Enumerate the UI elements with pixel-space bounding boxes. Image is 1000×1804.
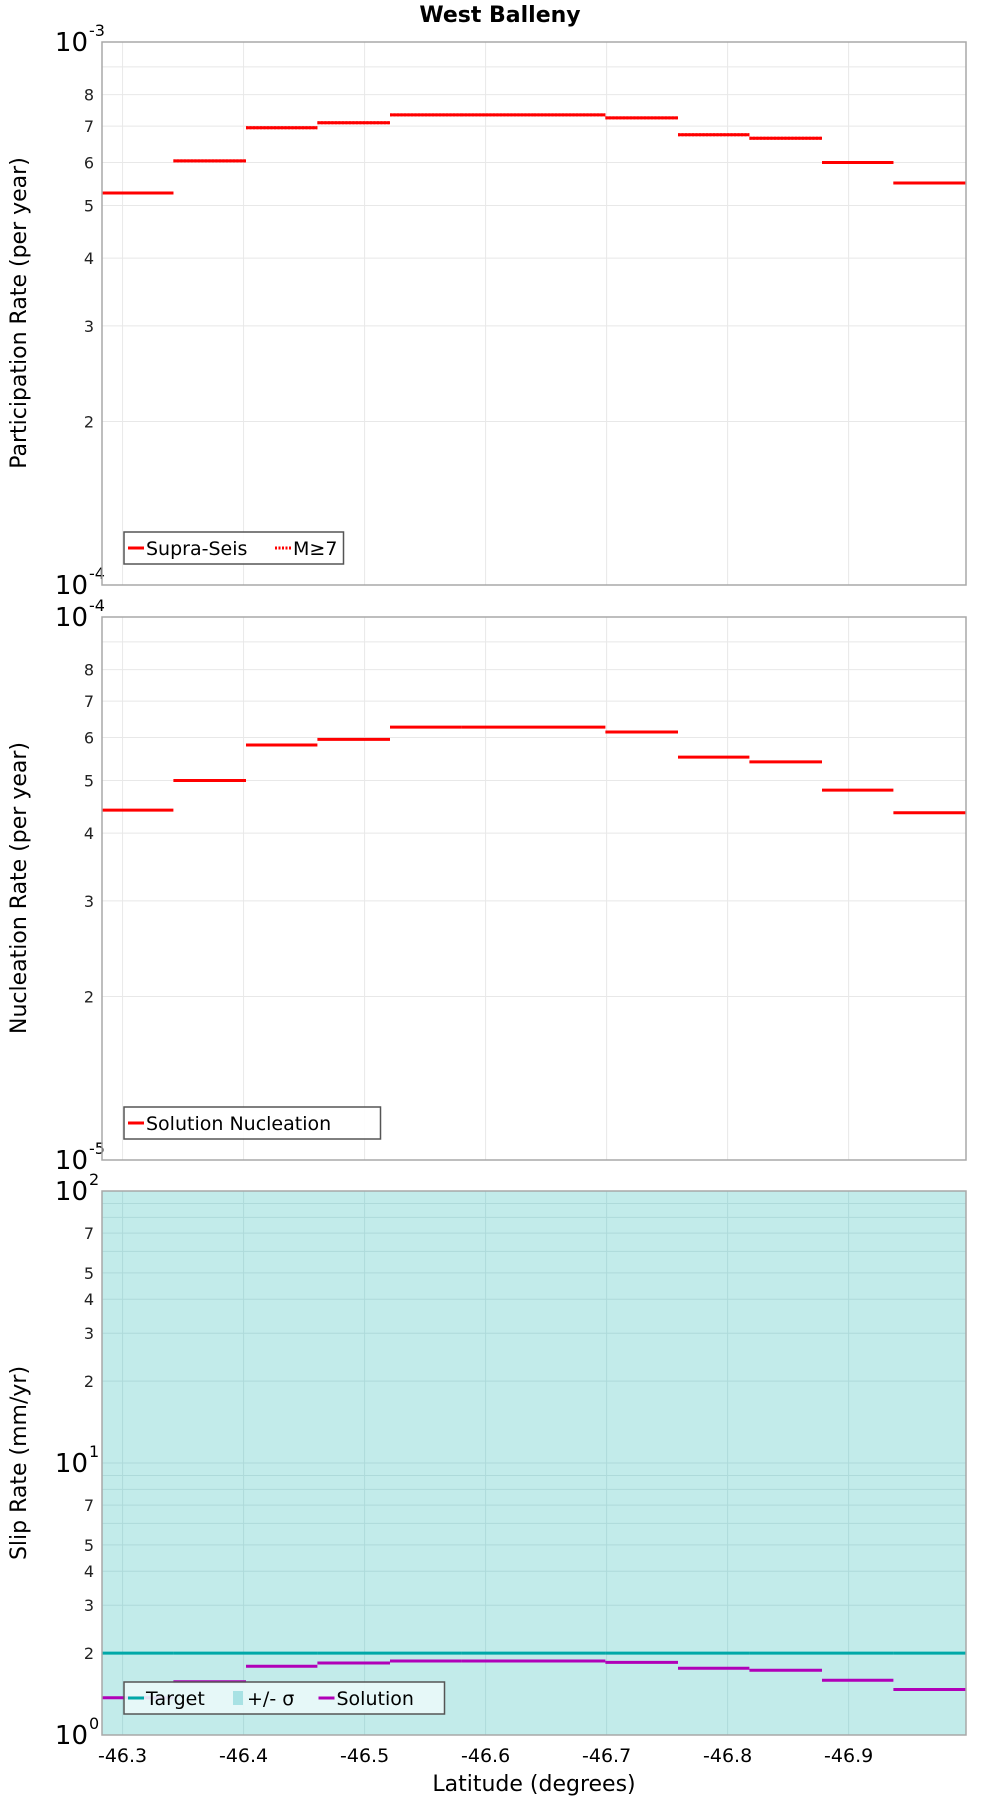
y-axis-label: Participation Rate (per year) <box>7 157 32 469</box>
legend-label: Solution <box>337 1688 414 1710</box>
x-tick-label: -46.4 <box>219 1745 268 1767</box>
y-tick-minor: 2 <box>84 413 94 432</box>
y-tick-minor: 3 <box>84 892 94 911</box>
y-tick-minor: 4 <box>84 824 94 843</box>
y-tick-exponent: 0 <box>89 1714 99 1733</box>
x-tick-label: -46.5 <box>340 1745 389 1767</box>
x-tick-label: -46.8 <box>703 1745 752 1767</box>
x-tick-label: -46.9 <box>824 1745 873 1767</box>
y-tick-minor: 6 <box>84 153 94 172</box>
y-axis-label: Nucleation Rate (per year) <box>7 742 32 1034</box>
y-tick-minor: 4 <box>84 1290 94 1309</box>
legend-label: Target <box>145 1688 205 1710</box>
y-tick-minor: 5 <box>84 1536 94 1555</box>
y-tick-exponent: -5 <box>89 1139 105 1158</box>
x-tick-label: -46.3 <box>98 1745 147 1767</box>
y-tick-exponent: -4 <box>89 564 105 583</box>
y-tick-minor: 8 <box>84 86 94 105</box>
legend-swatch-sigma <box>233 1691 243 1705</box>
y-tick-minor: 2 <box>84 1644 94 1663</box>
y-tick-minor: 4 <box>84 249 94 268</box>
y-tick-major: 10 <box>55 28 88 58</box>
chart-title: West Balleny <box>419 3 580 28</box>
legend: Solution Nucleation <box>123 1106 382 1140</box>
y-tick-minor: 7 <box>84 1224 94 1243</box>
y-tick-major: 10 <box>55 1146 88 1176</box>
y-tick-minor: 6 <box>84 728 94 747</box>
y-tick-major: 10 <box>55 1721 88 1751</box>
legend-box <box>123 531 345 565</box>
y-tick-exponent: -4 <box>89 596 105 615</box>
y-tick-minor: 3 <box>84 317 94 336</box>
legend: Supra-Seis M≥7 <box>123 531 345 565</box>
y-tick-minor: 7 <box>84 117 94 136</box>
legend-box <box>123 1106 382 1140</box>
x-axis-label: Latitude (degrees) <box>432 1772 635 1797</box>
legend-box <box>123 1681 446 1715</box>
y-tick-minor: 7 <box>84 692 94 711</box>
y-axis-label: Slip Rate (mm/yr) <box>7 1366 32 1560</box>
y-tick-exponent: 2 <box>89 1170 99 1189</box>
y-tick-minor: 3 <box>84 1324 94 1343</box>
legend-label: Solution Nucleation <box>146 1113 331 1135</box>
y-tick-minor: 7 <box>84 1496 94 1515</box>
y-tick-major: 10 <box>55 1449 88 1479</box>
y-tick-minor: 3 <box>84 1596 94 1615</box>
plot-frame <box>101 41 967 586</box>
x-tick-label: -46.7 <box>582 1745 631 1767</box>
x-tick-label: -46.6 <box>461 1745 510 1767</box>
plot-area <box>102 617 966 1160</box>
y-tick-minor: 5 <box>84 771 94 790</box>
legend-label: Supra-Seis <box>146 538 247 560</box>
y-tick-exponent: 1 <box>89 1442 99 1461</box>
legend-label: +/- σ <box>247 1688 294 1710</box>
legend-label: M≥7 <box>293 538 337 560</box>
y-tick-minor: 5 <box>84 196 94 215</box>
y-tick-minor: 4 <box>84 1562 94 1581</box>
y-tick-minor: 2 <box>84 988 94 1007</box>
y-tick-major: 10 <box>55 1177 88 1207</box>
y-tick-exponent: -3 <box>89 21 105 40</box>
plot-frame <box>101 616 967 1161</box>
y-tick-minor: 2 <box>84 1372 94 1391</box>
plot-frame <box>101 1190 967 1736</box>
y-tick-major: 10 <box>55 571 88 601</box>
y-tick-minor: 5 <box>84 1264 94 1283</box>
y-tick-minor: 8 <box>84 661 94 680</box>
legend: Target +/- σ Solution <box>123 1681 446 1715</box>
plot-area <box>102 42 966 585</box>
y-tick-major: 10 <box>55 603 88 633</box>
